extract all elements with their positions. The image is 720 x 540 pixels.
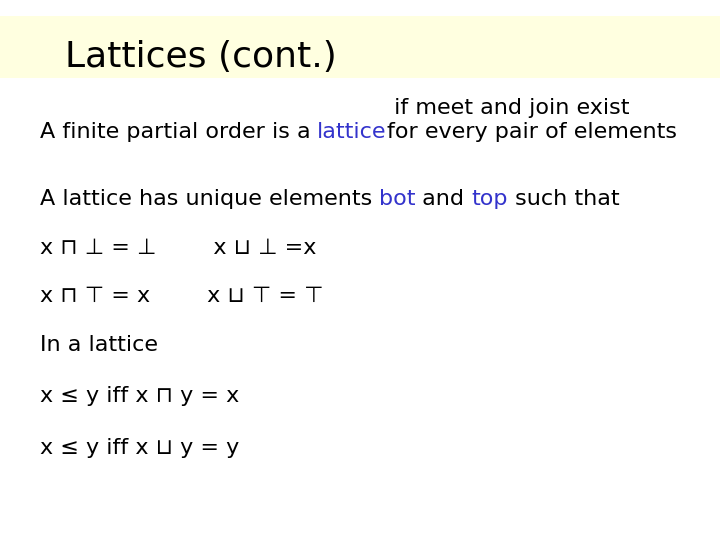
- Text: bot: bot: [379, 189, 415, 209]
- Text: In a lattice: In a lattice: [40, 335, 158, 355]
- Text: A finite partial order is a: A finite partial order is a: [40, 122, 318, 141]
- Text: x ≤ y iff x ⊔ y = y: x ≤ y iff x ⊔ y = y: [40, 437, 239, 457]
- Text: top: top: [472, 189, 508, 209]
- Text: x ⊓ ⊥ = ⊥        x ⊔ ⊥ =x: x ⊓ ⊥ = ⊥ x ⊔ ⊥ =x: [40, 238, 316, 258]
- Text: Lattices (cont.): Lattices (cont.): [65, 40, 336, 73]
- Text: A lattice has unique elements: A lattice has unique elements: [40, 189, 379, 209]
- Bar: [0, 16, 720, 78]
- Text: lattice: lattice: [318, 122, 387, 141]
- Text: if meet and join exist
for every pair of elements: if meet and join exist for every pair of…: [387, 98, 677, 141]
- Text: x ≤ y iff x ⊓ y = x: x ≤ y iff x ⊓ y = x: [40, 386, 239, 406]
- Text: and: and: [415, 189, 472, 209]
- Text: such that: such that: [508, 189, 620, 209]
- Text: x ⊓ ⊤ = x        x ⊔ ⊤ = ⊤: x ⊓ ⊤ = x x ⊔ ⊤ = ⊤: [40, 286, 323, 306]
